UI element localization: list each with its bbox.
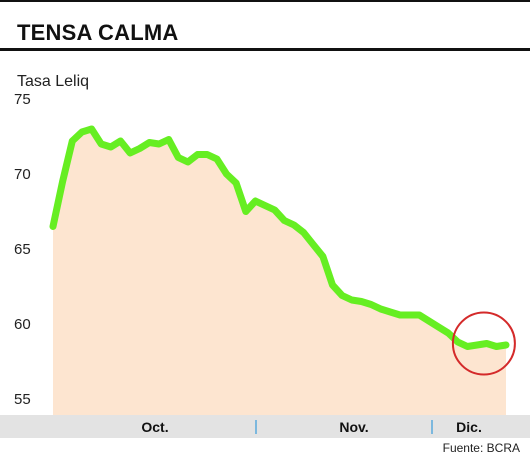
y-tick-labels: 75 70 65 60 55 (14, 91, 31, 408)
y-tick-label: 65 (14, 241, 31, 258)
x-month-label: Oct. (141, 419, 168, 435)
y-tick-label: 70 (14, 166, 31, 183)
top-rule (0, 0, 530, 2)
series-line (49, 125, 510, 350)
highlight-circle (451, 311, 516, 376)
x-month-label: Dic. (456, 419, 482, 435)
title-underline (0, 48, 530, 51)
area-fill (53, 129, 506, 415)
y-tick-label: 60 (14, 316, 31, 333)
x-month-label: Nov. (339, 419, 368, 435)
y-tick-label: 75 (14, 91, 31, 108)
y-axis-label: Tasa Leliq (17, 73, 90, 90)
chart-title: TENSA CALMA (17, 20, 179, 45)
x-axis-band-bg (0, 415, 530, 438)
y-tick-label: 55 (14, 391, 31, 408)
x-axis-band: Oct. Nov. Dic. (0, 415, 530, 438)
source-note: Fuente: BCRA (442, 441, 520, 455)
